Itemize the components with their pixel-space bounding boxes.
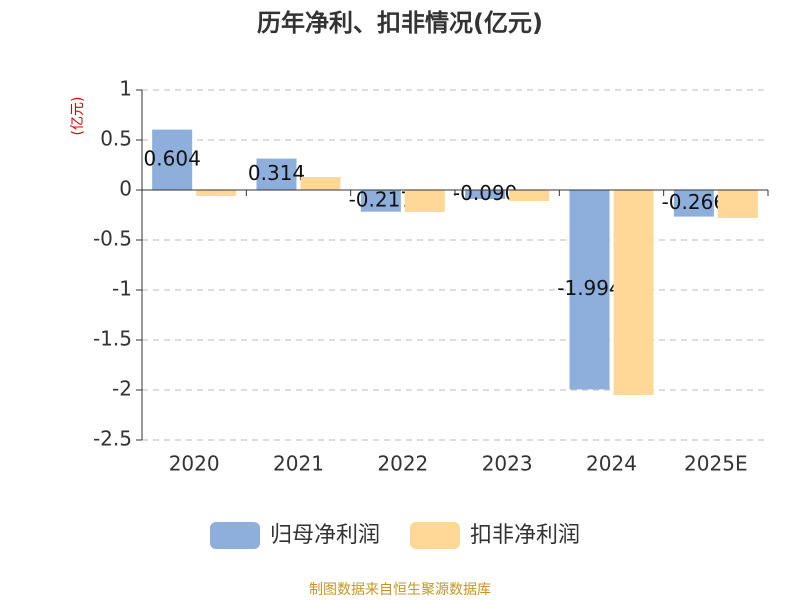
data-label: -1.994 [557,276,621,300]
bar [196,190,237,196]
y-tick-label: -2.5 [93,427,132,451]
x-tick-label: 2024 [586,452,637,476]
bar [509,190,550,201]
data-label: -0.090 [453,181,517,205]
y-tick-label: 0.5 [100,127,132,151]
y-tick-label: -1 [112,277,132,301]
source-note: 制图数据来自恒生聚源数据库 [309,582,491,598]
legend-label: 扣非净利润 [470,523,580,548]
y-tick-label: -1.5 [93,327,132,351]
data-label: 0.604 [144,146,201,170]
y-tick-label: 1 [119,77,132,101]
x-tick-label: 2023 [482,452,533,476]
y-axis-label: (亿元) [70,97,86,136]
x-tick-label: 2025E [684,452,748,476]
bar [300,177,341,190]
y-tick-label: -0.5 [93,227,132,251]
bar [569,190,610,390]
x-tick-label: 2021 [273,452,324,476]
data-label: -0.217 [349,187,413,211]
bar [404,190,445,212]
y-tick-label: 0 [119,177,132,201]
y-tick-label: -2 [112,377,132,401]
chart-title: 历年净利、扣非情况(亿元) [257,9,543,37]
legend-swatch [410,522,460,549]
bar [360,190,401,212]
bar [152,129,193,190]
data-label: -0.266 [662,190,726,214]
x-tick-label: 2022 [377,452,428,476]
legend-swatch [210,522,260,549]
x-tick-label: 2020 [169,452,220,476]
data-label: 0.314 [248,161,305,185]
legend-label: 归母净利润 [270,523,380,548]
bar [465,190,506,199]
bar [717,190,758,218]
bar [256,158,297,190]
bar [613,190,654,395]
bar [673,190,714,217]
